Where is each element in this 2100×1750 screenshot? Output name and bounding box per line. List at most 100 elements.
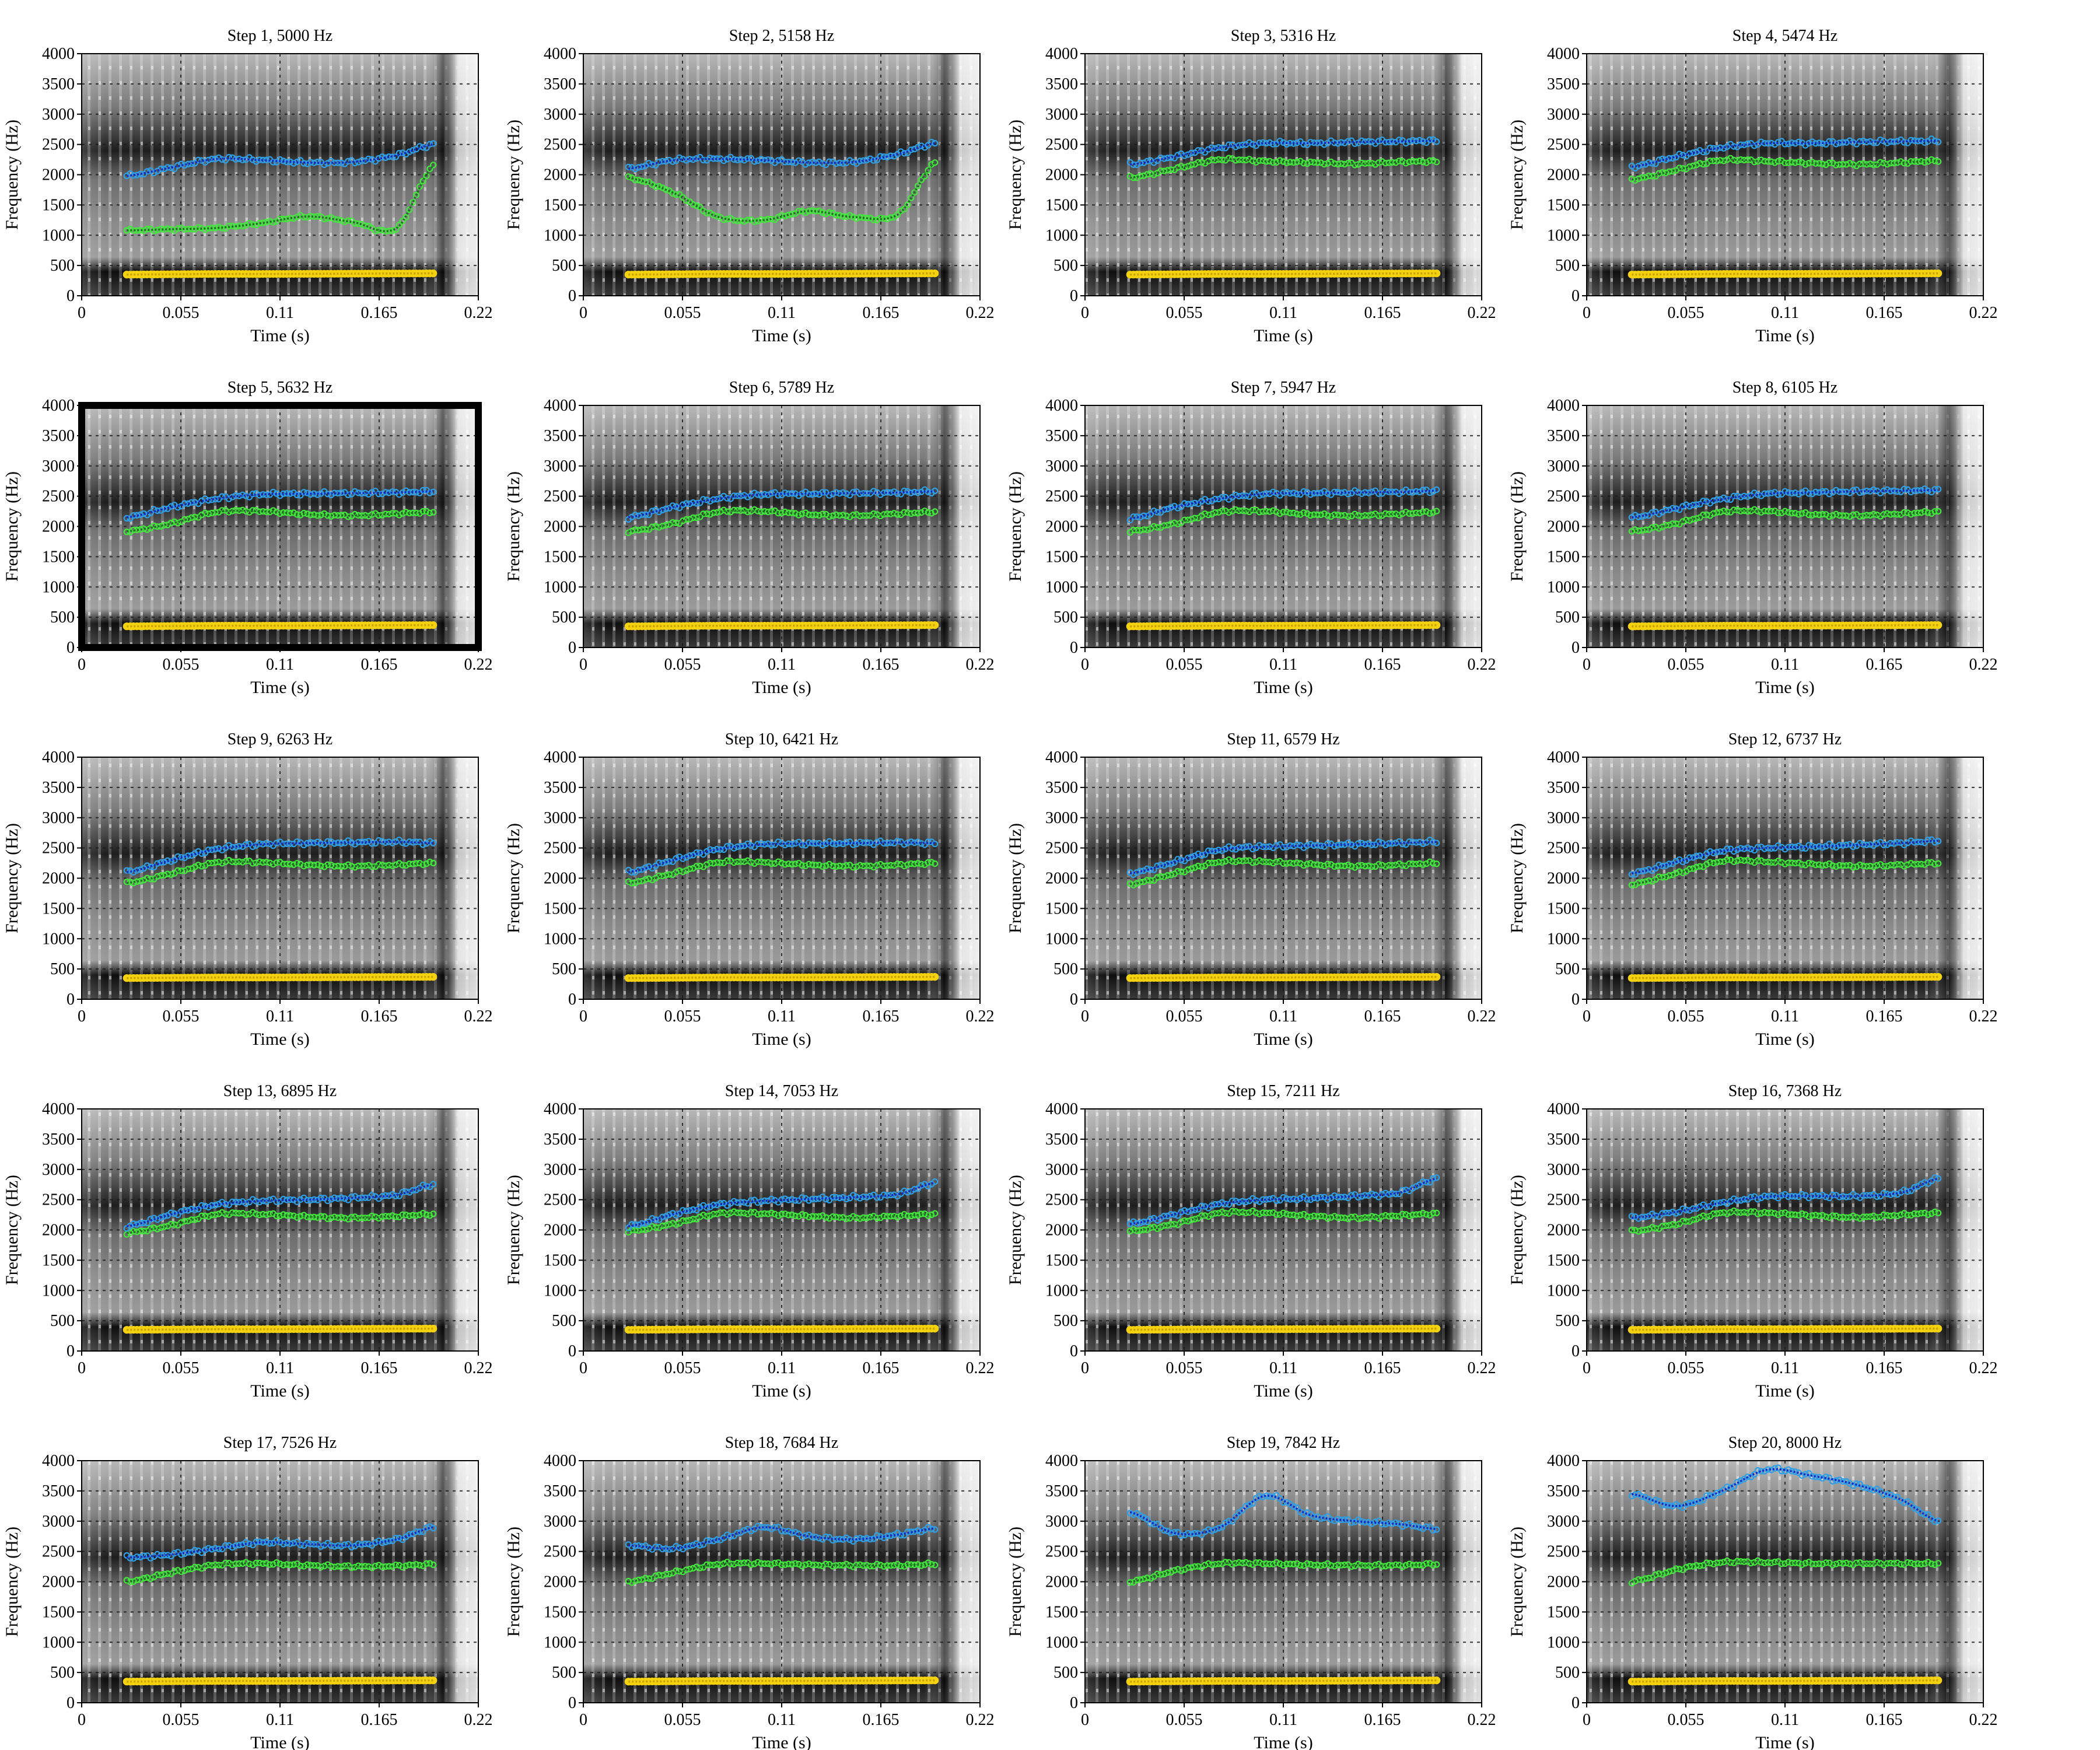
f3-point bbox=[270, 159, 276, 166]
f2-point bbox=[1269, 507, 1277, 514]
y-axis-label: Frequency (Hz) bbox=[2, 1175, 22, 1285]
x-tick-label: 0 bbox=[1583, 1007, 1591, 1026]
f2-point bbox=[276, 215, 284, 222]
f3-point bbox=[1150, 508, 1157, 514]
y-tick-label: 500 bbox=[1054, 960, 1078, 978]
f2-point bbox=[1321, 161, 1328, 168]
f2-point bbox=[1352, 162, 1359, 169]
x-axis-label: Time (s) bbox=[752, 678, 811, 697]
f3-fit-line bbox=[1130, 139, 1437, 166]
f3-point bbox=[1645, 159, 1653, 166]
x-tick-label: 0.055 bbox=[664, 304, 701, 322]
panel: 0 0.055 0.11 0.165 0.22050010001500200025003… bbox=[2, 27, 493, 345]
f2-point bbox=[703, 510, 710, 517]
f3-point bbox=[171, 166, 178, 173]
f2-point bbox=[1802, 161, 1809, 168]
y-tick-label: 2500 bbox=[544, 136, 576, 154]
f2-point bbox=[202, 509, 209, 517]
y-tick-label: 1000 bbox=[1045, 226, 1078, 244]
f2-point bbox=[751, 506, 758, 513]
f2-track bbox=[625, 506, 939, 536]
f3-point bbox=[253, 490, 260, 497]
x-tick-label: 0.165 bbox=[361, 1007, 398, 1026]
y-tick-label: 3500 bbox=[1045, 427, 1078, 445]
f2-point bbox=[1150, 523, 1157, 530]
f2-point bbox=[904, 201, 911, 208]
x-axis-label: Time (s) bbox=[752, 1381, 811, 1401]
f3-track bbox=[123, 140, 437, 180]
f2-point bbox=[1219, 508, 1226, 514]
x-tick-label: 0.055 bbox=[1166, 1359, 1203, 1377]
f2-point bbox=[1147, 170, 1154, 177]
y-tick-label: 1000 bbox=[544, 226, 576, 244]
f2-point bbox=[1433, 508, 1440, 514]
f2-point bbox=[693, 202, 700, 209]
y-axis-label: Frequency (Hz) bbox=[2, 120, 22, 230]
f3-point bbox=[1884, 139, 1891, 146]
f2-point bbox=[379, 226, 386, 233]
f3-fit-line bbox=[628, 142, 935, 170]
f2-point bbox=[932, 159, 939, 166]
f2-point bbox=[270, 507, 276, 514]
y-tick-label: 3000 bbox=[42, 1161, 75, 1179]
f3-point bbox=[225, 153, 232, 161]
x-tick-label: 0.11 bbox=[1269, 304, 1297, 322]
f3-point bbox=[402, 487, 410, 494]
f3-point bbox=[669, 158, 676, 165]
y-tick-label: 3000 bbox=[1547, 809, 1580, 827]
f2-point bbox=[908, 194, 915, 201]
y-tick-label: 1000 bbox=[1547, 226, 1580, 244]
panel: 0 0.055 0.11 0.165 0.22050010001500200025003… bbox=[1006, 730, 1496, 1049]
x-tick-label: 0.055 bbox=[1668, 1007, 1704, 1026]
f3-point bbox=[304, 160, 311, 167]
y-tick-label: 2500 bbox=[544, 488, 576, 506]
f3-point bbox=[884, 153, 891, 160]
f1-point bbox=[1934, 972, 1943, 981]
x-tick-label: 0 bbox=[579, 656, 587, 674]
y-axis-label: Frequency (Hz) bbox=[504, 120, 523, 230]
y-tick-label: 1500 bbox=[544, 548, 576, 566]
x-tick-label: 0.055 bbox=[163, 656, 200, 674]
y-tick-label: 3500 bbox=[42, 427, 75, 445]
y-tick-label: 2500 bbox=[544, 1191, 576, 1209]
f3-point bbox=[416, 143, 424, 150]
f2-track bbox=[1126, 506, 1440, 536]
f2-point bbox=[426, 509, 433, 517]
f3-point bbox=[215, 154, 222, 161]
f2-point bbox=[1276, 157, 1283, 164]
f3-point bbox=[1921, 139, 1928, 146]
y-tick-label: 1000 bbox=[1547, 930, 1580, 948]
f3-point bbox=[355, 159, 362, 166]
y-axis-label: Frequency (Hz) bbox=[1507, 120, 1527, 230]
y-tick-label: 4000 bbox=[544, 1100, 576, 1118]
f3-point bbox=[1283, 488, 1290, 496]
y-tick-label: 2000 bbox=[42, 1222, 75, 1240]
f1-track bbox=[123, 1325, 438, 1334]
f1-point bbox=[1934, 621, 1943, 629]
f2-point bbox=[300, 509, 307, 517]
f1-point bbox=[429, 270, 438, 278]
panel: 0 0.055 0.11 0.165 0.22050010001500200025003… bbox=[504, 730, 995, 1049]
f2-point bbox=[877, 215, 884, 222]
x-tick-label: 0.165 bbox=[1866, 1007, 1903, 1026]
y-tick-label: 2500 bbox=[1547, 839, 1580, 858]
f3-point bbox=[123, 514, 130, 522]
f2-point bbox=[1321, 510, 1328, 517]
f1-point bbox=[1433, 972, 1441, 981]
y-tick-label: 3000 bbox=[42, 809, 75, 827]
f3-point bbox=[775, 492, 782, 499]
y-tick-label: 4000 bbox=[1045, 45, 1078, 63]
f3-track bbox=[625, 486, 939, 523]
x-tick-label: 0 bbox=[579, 304, 587, 322]
f3-point bbox=[392, 153, 400, 160]
f3-point bbox=[202, 495, 209, 502]
f2-point bbox=[188, 514, 195, 522]
y-tick-label: 500 bbox=[552, 960, 576, 978]
y-tick-label: 500 bbox=[552, 257, 576, 275]
f2-point bbox=[1846, 160, 1853, 167]
f3-point bbox=[819, 489, 826, 496]
f3-point bbox=[1707, 145, 1714, 152]
x-tick-label: 0.11 bbox=[266, 304, 294, 322]
f1-point bbox=[1934, 1325, 1943, 1333]
